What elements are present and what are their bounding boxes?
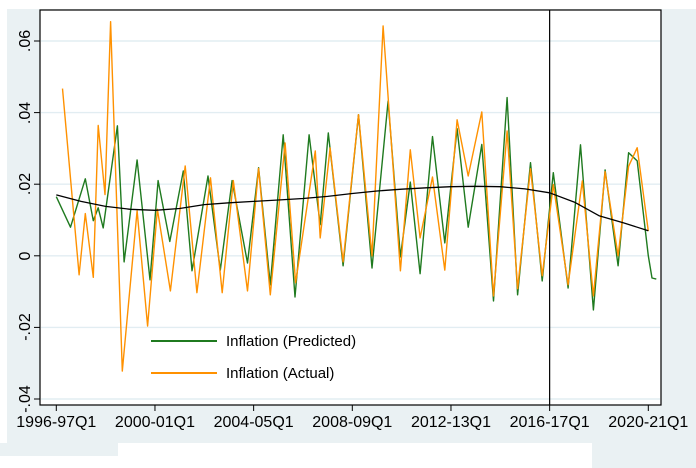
background-patch-bottom-left: [0, 443, 118, 456]
y-tick-label: .02: [17, 173, 34, 196]
y-tick-label: .04: [17, 101, 34, 124]
y-tick-label: .06: [17, 29, 34, 53]
y-tick-label: -.04: [17, 385, 34, 413]
plot-border: [39, 9, 662, 406]
legend-label: Inflation (Predicted): [226, 332, 357, 350]
background-patch-bottom-right: [592, 443, 696, 468]
x-tick-label: 2008-09Q1: [312, 414, 393, 431]
y-tick-label: 0: [17, 251, 34, 261]
y-tick-label: -.02: [17, 313, 34, 342]
x-tick-label: 2012-13Q1: [410, 414, 491, 431]
x-tick-label: 1996-97Q1: [16, 414, 97, 431]
x-tick-label: 2020-21Q1: [608, 414, 689, 431]
legend-item: Inflation (Predicted): [151, 330, 356, 352]
x-tick-label: 2000-01Q1: [114, 414, 195, 431]
actual-line: [61, 21, 649, 372]
legend-item: Inflation (Actual): [151, 362, 334, 384]
actual-legend-key-line: [151, 372, 217, 374]
predicted-legend-key-line: [151, 340, 217, 342]
legend-label: Inflation (Actual): [226, 364, 335, 382]
x-tick-label: 2004-05Q1: [213, 414, 294, 431]
trend-line: [56, 185, 649, 232]
x-tick-label: 2016-17Q1: [509, 414, 590, 431]
